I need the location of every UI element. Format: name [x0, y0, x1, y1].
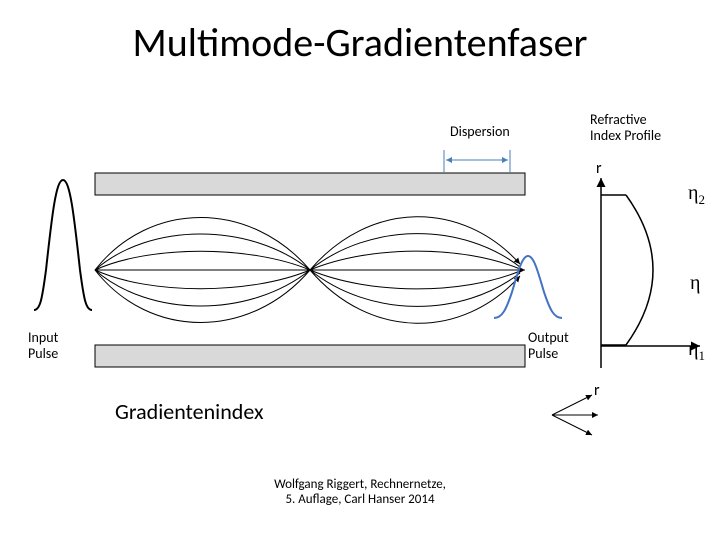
rays [95, 217, 525, 324]
output-pulse-curve [494, 256, 562, 318]
slide: Multimode-Gradientenfaser Dispersion Ref… [0, 0, 720, 540]
cladding-top [95, 173, 525, 195]
r-arrows [552, 395, 598, 435]
fiber-diagram [0, 0, 720, 540]
dispersion-marker [444, 150, 510, 172]
index-profile [601, 178, 700, 368]
cladding-bottom [95, 345, 525, 367]
input-pulse-curve [34, 180, 92, 310]
